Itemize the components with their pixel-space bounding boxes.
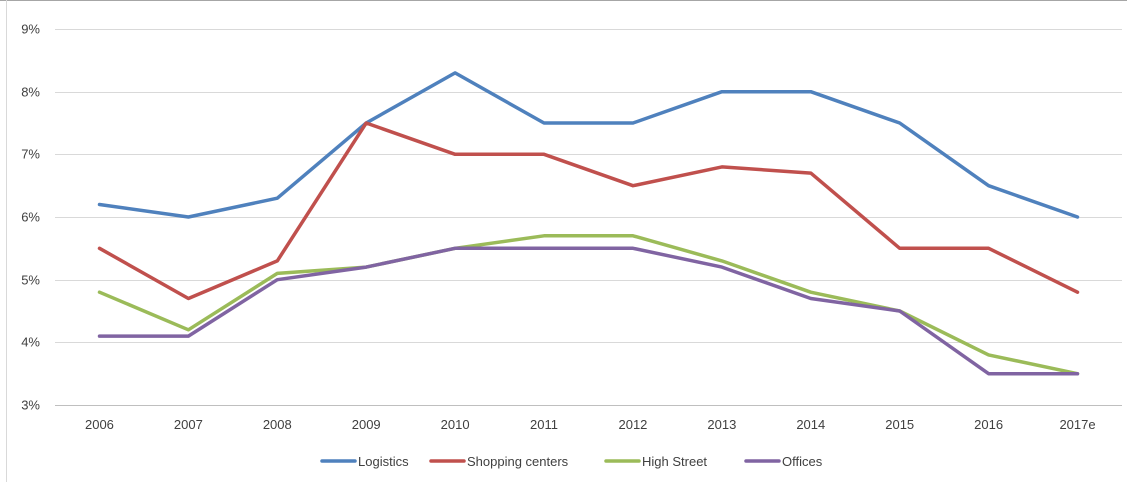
x-tick-label: 2007 [174,417,203,432]
y-axis-ticks: 3% 4% 5% 6% 7% 8% 9% [21,22,40,413]
y-tick-label: 7% [21,147,40,162]
x-tick-label: 2014 [796,417,825,432]
legend: Logistics Shopping centers High Street Offi… [320,454,823,469]
x-tick-label: 2012 [618,417,647,432]
legend-label-shopping-centers: Shopping centers [467,454,569,469]
series-line-high-street [97,234,1080,376]
x-tick-label: 2015 [885,417,914,432]
y-tick-label: 4% [21,335,40,350]
x-tick-label: 2006 [85,417,114,432]
series-line-shopping-centers [97,121,1080,301]
x-tick-label: 2013 [707,417,736,432]
x-tick-label: 2009 [352,417,381,432]
x-tick-label: 2008 [263,417,292,432]
x-tick-label: 2017e [1059,417,1095,432]
y-tick-label: 6% [21,210,40,225]
legend-label-offices: Offices [782,454,823,469]
y-tick-label: 5% [21,273,40,288]
x-tick-label: 2010 [441,417,470,432]
gridlines [55,29,1122,406]
x-tick-label: 2016 [974,417,1003,432]
series-line-offices [97,246,1080,376]
series-line-logistics [97,71,1080,219]
y-tick-label: 3% [21,398,40,413]
y-tick-label: 9% [21,22,40,37]
x-tick-label: 2011 [530,417,558,432]
x-axis-ticks: 2006 2007 2008 2009 2010 2011 2012 2013 2014 2015… [85,417,1096,432]
series-lines [97,71,1080,376]
legend-label-high-street: High Street [642,454,707,469]
y-tick-label: 8% [21,85,40,100]
legend-label-logistics: Logistics [358,454,409,469]
